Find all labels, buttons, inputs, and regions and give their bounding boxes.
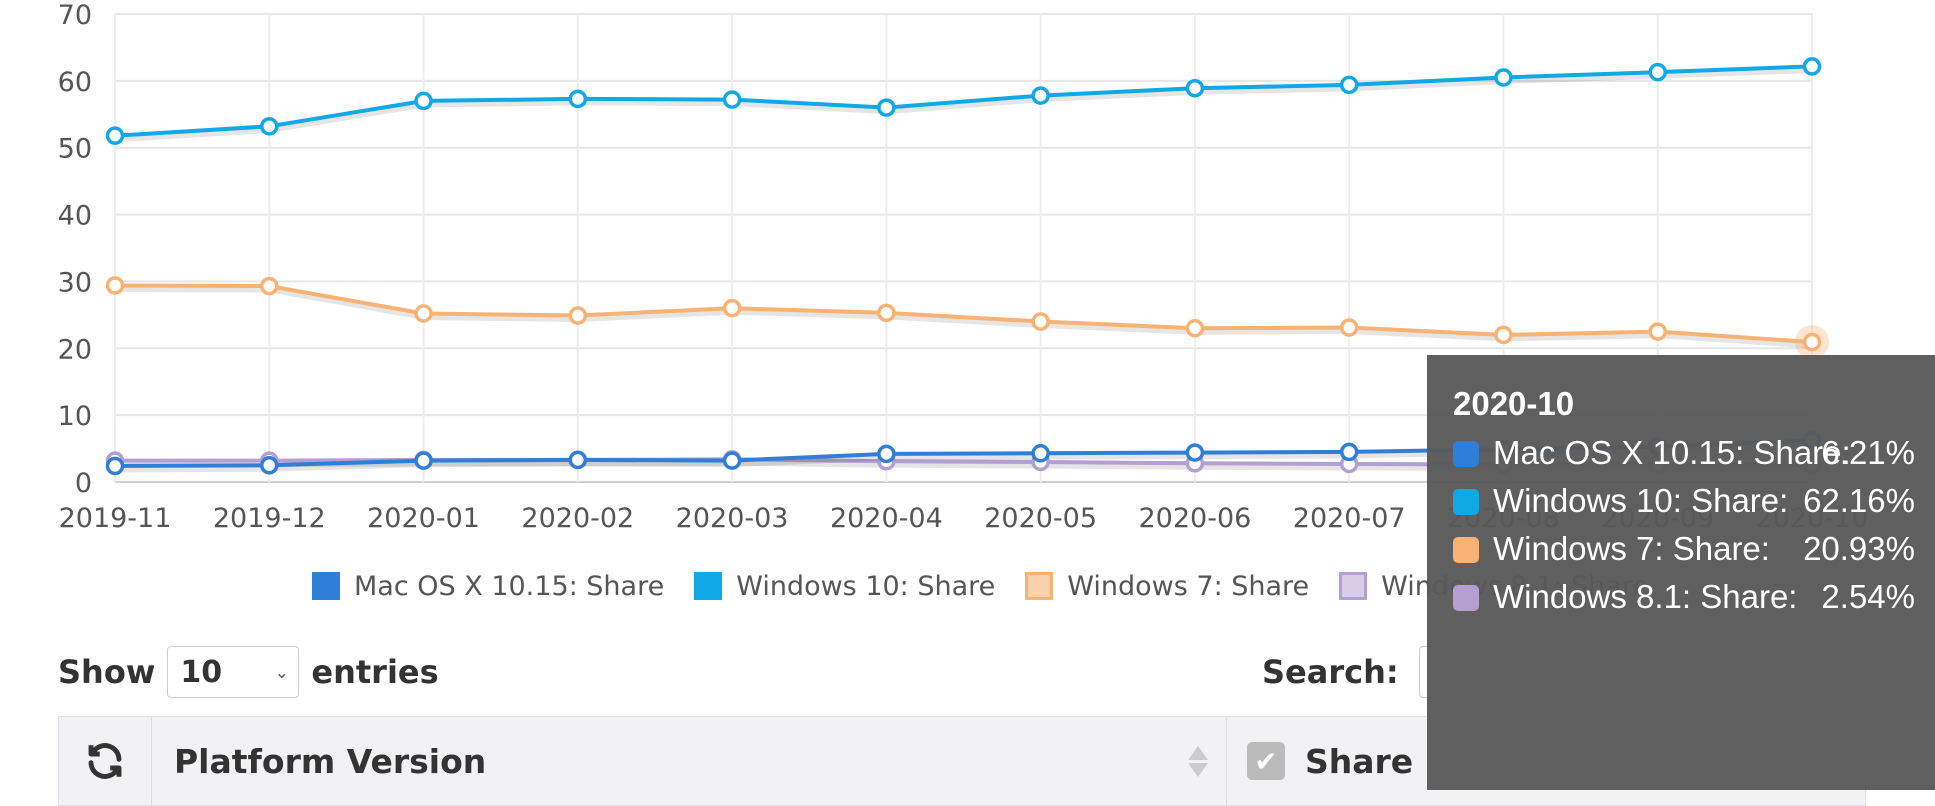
tooltip-swatch (1453, 537, 1479, 563)
reload-button[interactable] (59, 717, 152, 805)
y-tick-label: 50 (58, 134, 92, 165)
chevron-down-icon: ⌄ (274, 662, 289, 682)
data-point (1648, 62, 1667, 82)
data-point (260, 276, 279, 296)
tooltip-label: Windows 7: Share: (1493, 530, 1770, 567)
y-tick-label: 70 (58, 0, 92, 31)
series-line (114, 283, 1813, 345)
legend-item-win10[interactable]: Windows 10: Share (694, 571, 995, 602)
data-point (260, 456, 279, 475)
data-point (1185, 78, 1205, 98)
tooltip-swatch (1453, 441, 1479, 467)
column-header-share[interactable]: ✔ Share (1227, 717, 1865, 805)
data-point (877, 98, 896, 117)
tooltip-value: 6.21% (1821, 434, 1915, 471)
y-tick-label: 30 (58, 267, 92, 298)
data-point (414, 304, 433, 323)
x-tick-label: 2020-04 (830, 503, 943, 534)
x-tick-label: 2019-11 (59, 503, 172, 534)
data-point (1185, 318, 1205, 338)
tooltip-swatch (1453, 585, 1479, 611)
data-point (877, 444, 896, 464)
series-shadow (115, 65, 1814, 143)
entries-label: entries (311, 653, 439, 691)
entries-select[interactable]: 10 ⌄ (167, 646, 300, 698)
data-point (1339, 442, 1359, 462)
tooltip-row: Windows 10: Share: 62.16% (1453, 477, 1935, 525)
legend-swatch (694, 572, 723, 600)
data-point (414, 91, 433, 111)
data-point (568, 450, 588, 470)
legend-swatch (1025, 572, 1054, 600)
tooltip-row: Windows 7: Share: 20.93% (1453, 525, 1935, 573)
legend-swatch (1339, 572, 1368, 600)
data-point (1185, 443, 1205, 462)
y-tick-label: 40 (58, 201, 92, 232)
tooltip-row: Mac OS X 10.15: Share: 6.21% (1453, 429, 1935, 477)
tooltip-label: Windows 10: Share: (1493, 482, 1789, 519)
x-tick-label: 2020-03 (676, 503, 789, 534)
data-point (1031, 86, 1050, 105)
data-point (1648, 322, 1667, 341)
column-title: Platform Version (174, 741, 487, 781)
series-shadow (115, 284, 1814, 349)
x-tick-label: 2020-07 (1293, 503, 1406, 534)
column-header-platform-version[interactable]: Platform Version (152, 717, 1227, 805)
checkbox-checked-icon[interactable]: ✔ (1247, 742, 1285, 780)
data-point (1802, 332, 1822, 352)
show-label: Show (58, 653, 156, 691)
sort-icon (1188, 745, 1208, 777)
legend-swatch (312, 572, 340, 600)
tooltip-title: 2020-10 (1453, 385, 1575, 422)
tooltip-swatch (1453, 489, 1479, 515)
data-point (568, 306, 588, 325)
search-label: Search: (1262, 653, 1399, 691)
legend-label: Windows 7: Share (1067, 570, 1310, 602)
data-point (414, 451, 433, 470)
legend-item-mac[interactable]: Mac OS X 10.15: Share (312, 571, 664, 602)
data-point (568, 89, 588, 109)
data-point (105, 456, 125, 476)
series-line (114, 64, 1813, 138)
data-point (722, 90, 742, 109)
entries-value: 10 (180, 654, 223, 690)
data-point (260, 117, 279, 136)
tooltip-value: 62.16% (1803, 482, 1915, 519)
y-tick-label: 20 (58, 334, 92, 365)
x-tick-label: 2020-06 (1139, 503, 1252, 534)
x-tick-label: 2019-12 (213, 503, 326, 534)
data-point (1339, 75, 1359, 95)
tooltip-label: Windows 8.1: Share: (1493, 578, 1798, 615)
y-tick-label: 60 (58, 67, 92, 98)
tooltip-row: Windows 8.1: Share: 2.54% (1453, 573, 1935, 621)
tooltip-value: 20.93% (1803, 530, 1915, 567)
data-point (1494, 68, 1513, 87)
y-axis: 0 10 20 30 40 50 60 70 (58, 0, 92, 499)
refresh-icon (88, 743, 122, 779)
tooltip-label: Mac OS X 10.15: Share: (1493, 434, 1851, 471)
data-point (105, 126, 125, 145)
length-control: Show 10 ⌄ entries (58, 644, 439, 700)
data-point (1494, 325, 1513, 345)
x-tick-label: 2020-02 (521, 503, 634, 534)
x-tick-label: 2020-05 (984, 503, 1097, 534)
legend-label: Mac OS X 10.15: Share (354, 570, 665, 602)
legend-item-win7[interactable]: Windows 7: Share (1025, 571, 1309, 602)
legend-label: Windows 10: Share (736, 570, 996, 602)
data-point (877, 303, 896, 323)
data-point (1031, 444, 1050, 463)
chart-tooltip: 2020-10 Mac OS X 10.15: Share: 6.21% Win… (1427, 355, 1935, 790)
column-title: Share (1305, 741, 1414, 781)
y-tick-label: 10 (58, 401, 92, 432)
tooltip-value: 2.54% (1821, 578, 1915, 615)
data-point (722, 451, 742, 470)
data-point (722, 298, 742, 318)
data-point (1339, 318, 1359, 337)
y-tick-label: 0 (75, 468, 92, 499)
x-tick-label: 2020-01 (367, 503, 480, 534)
data-point (1802, 57, 1822, 76)
data-point (105, 276, 125, 295)
data-point (1031, 312, 1050, 331)
